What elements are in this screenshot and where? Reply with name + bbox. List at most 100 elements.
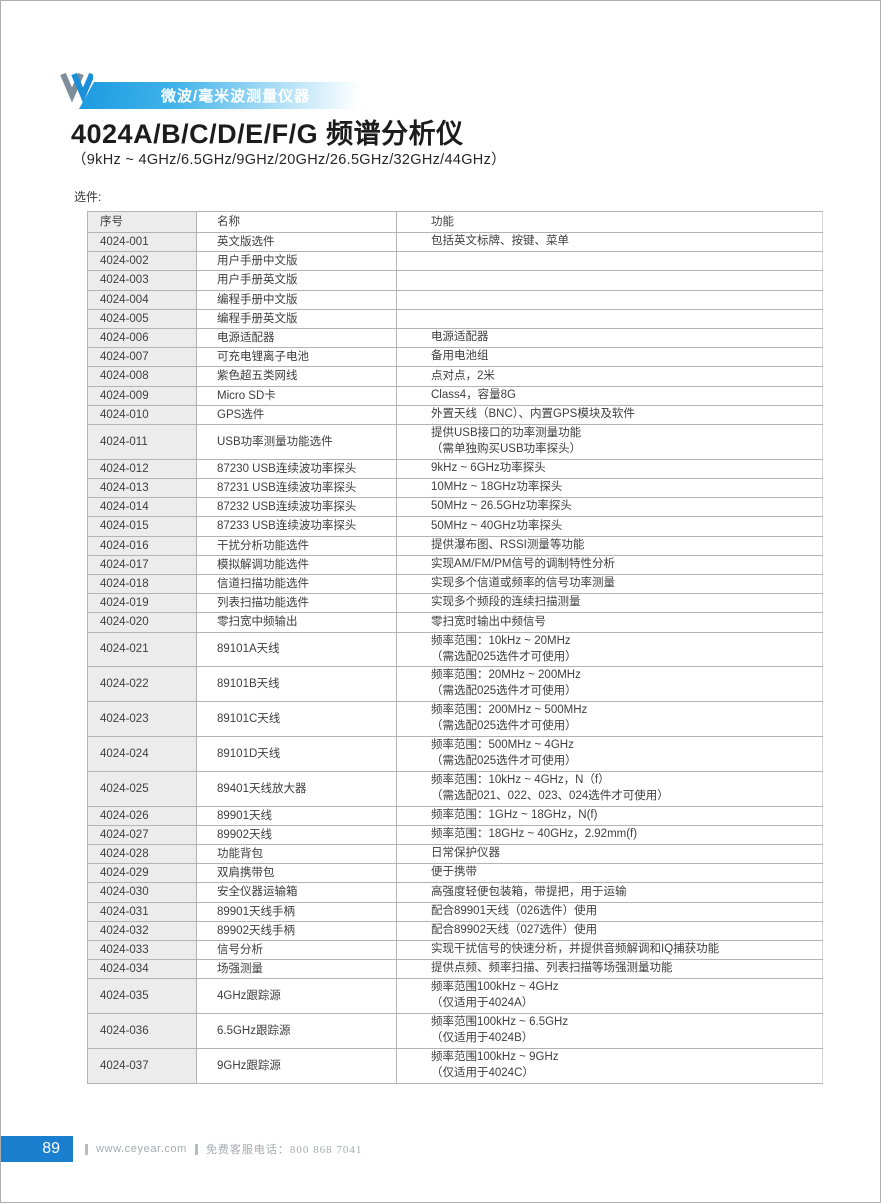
row-id: 4024-037 — [87, 1049, 197, 1083]
row-func — [397, 309, 823, 329]
row-id: 4024-013 — [87, 479, 197, 498]
row-func: Class4，容量8G — [397, 386, 823, 405]
table-row: 4024-030 安全仪器运输箱 高强度轻便包装箱，带提把，用于运输 — [87, 883, 823, 903]
row-func: 外置天线（BNC）、内置GPS模块及软件 — [397, 405, 823, 425]
row-name: 安全仪器运输箱 — [197, 883, 397, 902]
row-id: 4024-035 — [87, 979, 197, 1014]
row-id: 4024-017 — [87, 555, 197, 575]
table-row: 4024-021 89101A天线 频率范围：10kHz ~ 20MHz （需选配02… — [87, 632, 823, 668]
row-func: 高强度轻便包装箱，带提把，用于运输 — [397, 883, 823, 902]
table-row: 4024-011 USB功率测量功能选件 提供USB接口的功率测量功能 （需单独购买U… — [87, 425, 823, 460]
row-id: 4024-027 — [87, 825, 197, 845]
row-id: 4024-023 — [87, 702, 197, 737]
row-id: 4024-015 — [87, 517, 197, 536]
footer: www.ceyear.com 免费客服电话：800 868 7041 — [85, 1136, 362, 1162]
row-name: 模拟解调功能选件 — [197, 555, 397, 575]
row-name: 零扫宽中频输出 — [197, 613, 397, 632]
row-func: 频率范围：10kHz ~ 4GHz，N（f） （需选配021、022、023、02… — [397, 771, 823, 806]
row-name: 89902天线手柄 — [197, 921, 397, 941]
table-row: 4024-015 87233 USB连续波功率探头 50MHz ~ 40GHz功率探… — [87, 517, 823, 537]
row-name: 87230 USB连续波功率探头 — [197, 459, 397, 479]
table-row: 4024-020 零扫宽中频输出 零扫宽时输出中频信号 — [87, 613, 823, 633]
table-row: 4024-024 89101D天线 频率范围：500MHz ~ 4GHz （需选配02… — [87, 737, 823, 772]
row-func: 零扫宽时输出中频信号 — [397, 613, 823, 632]
row-func — [397, 271, 823, 290]
row-id: 4024-016 — [87, 536, 197, 555]
row-name: USB功率测量功能选件 — [197, 425, 397, 459]
row-name: 89101A天线 — [197, 632, 397, 667]
row-func: 50MHz ~ 40GHz功率探头 — [397, 517, 823, 536]
row-id: 4024-021 — [87, 632, 197, 667]
page-subtitle: （9kHz ~ 4GHz/6.5GHz/9GHz/20GHz/26.5GHz/3… — [72, 152, 506, 168]
table-row: 4024-013 87231 USB连续波功率探头 10MHz ~ 18GHz功率探… — [87, 479, 823, 499]
row-name: 英文版选件 — [197, 233, 397, 252]
row-name: 4GHz跟踪源 — [197, 979, 397, 1014]
row-id: 4024-003 — [87, 271, 197, 290]
table-row: 4024-005 编程手册英文版 — [87, 309, 823, 330]
row-func: 备用电池组 — [397, 348, 823, 367]
row-id: 4024-025 — [87, 771, 197, 806]
options-table: 序号 名称 功能 4024-001 英文版选件 包括英文标牌、按键、菜单 4024-0… — [87, 211, 823, 1084]
page-number: 89 — [42, 1140, 60, 1157]
row-id: 4024-001 — [87, 233, 197, 252]
row-name: 紫色超五类网线 — [197, 367, 397, 386]
row-id: 4024-033 — [87, 941, 197, 960]
row-func: 频率范围：18GHz ~ 40GHz，2.92mm(f) — [397, 825, 823, 845]
row-id: 4024-007 — [87, 348, 197, 367]
row-name: 87232 USB连续波功率探头 — [197, 498, 397, 517]
footer-divider-icon — [85, 1143, 88, 1155]
row-id: 4024-032 — [87, 921, 197, 941]
row-id: 4024-036 — [87, 1014, 197, 1049]
row-name: 列表扫描功能选件 — [197, 594, 397, 613]
row-name: 89101B天线 — [197, 667, 397, 702]
row-name: 编程手册中文版 — [197, 290, 397, 309]
row-name: 87233 USB连续波功率探头 — [197, 517, 397, 536]
row-name: 电源适配器 — [197, 329, 397, 348]
row-id: 4024-011 — [87, 425, 197, 459]
row-id: 4024-009 — [87, 386, 197, 405]
row-name: 9GHz跟踪源 — [197, 1049, 397, 1083]
category-banner-label: 微波/毫米波测量仪器 — [161, 88, 311, 105]
table-row: 4024-023 89101C天线 频率范围：200MHz ~ 500MHz （需选配… — [87, 702, 823, 738]
footer-website: www.ceyear.com — [96, 1143, 187, 1155]
row-name: 信道扫描功能选件 — [197, 575, 397, 594]
page-title: 4024A/B/C/D/E/F/G 频谱分析仪 — [71, 119, 464, 149]
row-func: 包括英文标牌、按键、菜单 — [397, 233, 823, 252]
row-name: 编程手册英文版 — [197, 309, 397, 329]
table-row: 4024-025 89401天线放大器 频率范围：10kHz ~ 4GHz，N（f）… — [87, 771, 823, 807]
row-id: 4024-002 — [87, 252, 197, 271]
row-id: 4024-029 — [87, 864, 197, 883]
row-id: 4024-005 — [87, 309, 197, 329]
row-func: 频率范围：20MHz ~ 200MHz （需选配025选件才可使用） — [397, 667, 823, 702]
row-name: 89101D天线 — [197, 737, 397, 771]
row-id: 4024-006 — [87, 329, 197, 348]
options-table-body: 4024-001 英文版选件 包括英文标牌、按键、菜单 4024-002 用户手册中文版… — [87, 233, 823, 1084]
row-id: 4024-028 — [87, 845, 197, 864]
table-row: 4024-004 编程手册中文版 — [87, 290, 823, 310]
table-row: 4024-029 双肩携带包 便于携带 — [87, 864, 823, 884]
table-row: 4024-036 6.5GHz跟踪源 频率范围100kHz ~ 6.5GHz （仅适用… — [87, 1014, 823, 1050]
row-name: 用户手册中文版 — [197, 252, 397, 271]
header-col-name: 名称 — [197, 212, 397, 232]
table-row: 4024-019 列表扫描功能选件 实现多个频段的连续扫描测量 — [87, 594, 823, 614]
row-name: 场强测量 — [197, 960, 397, 979]
header-col-func: 功能 — [397, 212, 823, 232]
row-id: 4024-008 — [87, 367, 197, 386]
row-name: 89101C天线 — [197, 702, 397, 737]
row-name: 89902天线 — [197, 825, 397, 845]
row-id: 4024-019 — [87, 594, 197, 613]
row-func — [397, 252, 823, 271]
table-row: 4024-009 Micro SD卡 Class4，容量8G — [87, 386, 823, 406]
row-id: 4024-024 — [87, 737, 197, 771]
page-number-box: 89 — [1, 1136, 73, 1162]
row-name: 功能背包 — [197, 845, 397, 864]
footer-hotline: 免费客服电话：800 868 7041 — [205, 1144, 363, 1156]
row-name: 信号分析 — [197, 941, 397, 960]
table-row: 4024-033 信号分析 实现干扰信号的快速分析，并提供音频解调和IQ捕获功能 — [87, 941, 823, 961]
row-id: 4024-030 — [87, 883, 197, 902]
table-row: 4024-037 9GHz跟踪源 频率范围100kHz ~ 9GHz （仅适用于402… — [87, 1049, 823, 1084]
options-section-label: 选件: — [74, 190, 102, 204]
row-func: 50MHz ~ 26.5GHz功率探头 — [397, 498, 823, 517]
row-id: 4024-010 — [87, 405, 197, 425]
